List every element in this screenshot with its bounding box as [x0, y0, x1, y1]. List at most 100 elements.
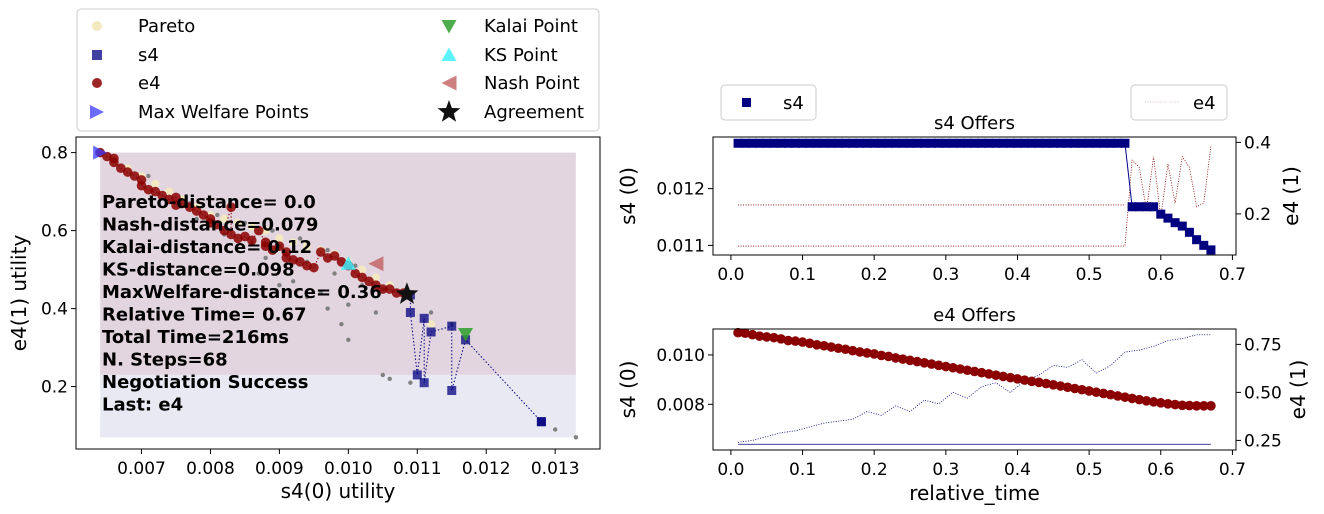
- e4-offer-marker: [1155, 398, 1166, 408]
- x-tick-label: 0.2: [861, 265, 888, 285]
- e4-offer-marker: [1184, 400, 1195, 411]
- s4-offer-point: [447, 321, 457, 331]
- e4-offer-point: [212, 219, 223, 230]
- x-tick-label: 0.2: [861, 460, 888, 480]
- s4-offer-marker: [819, 138, 829, 148]
- outcome-point: [380, 372, 386, 378]
- outcome-point: [242, 220, 248, 225]
- s4-offer-marker: [1055, 138, 1065, 148]
- stat-line: MaxWelfare-distance= 0.36: [102, 282, 382, 303]
- stat-line: Total Time=216ms: [102, 327, 289, 348]
- s4-offer-marker: [912, 138, 922, 148]
- e4-offer-marker: [812, 340, 822, 350]
- e4-offer-marker: [984, 369, 994, 379]
- e4-offer-marker: [1041, 378, 1051, 389]
- x-tick-label: 0.4: [1004, 460, 1031, 480]
- e4-offer-marker: [1105, 389, 1116, 400]
- e4-offer-marker: [862, 348, 872, 358]
- stat-line: KS-distance=0.098: [102, 260, 295, 281]
- s4-offer-marker: [1170, 218, 1180, 228]
- outcome-point: [297, 236, 303, 241]
- stat-line: Negotiation Success: [102, 372, 308, 393]
- s4-offer-line: [738, 334, 1211, 443]
- outcome-point: [270, 228, 275, 233]
- e4-offer-marker: [869, 349, 879, 359]
- e4-offer-marker: [998, 371, 1008, 382]
- y-axis-label: e4(1) utility: [7, 235, 31, 352]
- s4-offer-marker: [1120, 138, 1130, 148]
- s4-offer-marker: [955, 138, 965, 148]
- s4-offer-marker: [1084, 138, 1094, 148]
- s4-offer-marker: [1020, 138, 1030, 148]
- kalai-point: [458, 327, 474, 342]
- s4-offer-marker: [948, 138, 958, 148]
- s4-offer-point: [419, 378, 429, 388]
- outcome-point: [146, 173, 151, 179]
- e4-offer-marker: [976, 367, 987, 378]
- legend-marker-pareto: [92, 21, 102, 31]
- pareto-point: [302, 242, 311, 251]
- s4-offer-marker: [841, 138, 851, 148]
- e4-offer-marker: [919, 358, 930, 368]
- x-tick-label: 0.010: [324, 459, 373, 479]
- legend-box: [76, 8, 600, 132]
- legend-label: e4: [1193, 93, 1216, 114]
- x-tick-label: 0.011: [393, 459, 442, 479]
- s4-offer-marker: [1005, 138, 1015, 148]
- s4-offer-marker: [905, 138, 915, 148]
- s4-offer-marker: [934, 138, 944, 148]
- outcome-point: [339, 322, 344, 327]
- pareto-point: [220, 214, 229, 223]
- x-tick-label: 0.012: [462, 459, 511, 479]
- e4-offer-marker: [890, 353, 901, 363]
- e4-offer-marker: [1098, 388, 1109, 399]
- s4-offer-marker: [1091, 138, 1101, 148]
- x-tick-label: 0.008: [186, 459, 235, 479]
- y-right-tick-label: 0.75: [1244, 335, 1282, 355]
- s4-offer-marker: [1048, 138, 1058, 148]
- x-tick-label: 0.1: [789, 265, 816, 285]
- outcome-point: [325, 306, 330, 311]
- e4-offer-point: [274, 241, 285, 251]
- x-tick-label: 0.1: [789, 460, 816, 480]
- pareto-point: [371, 273, 380, 282]
- e4-offer-marker: [733, 327, 743, 338]
- y-tick-label: 0.6: [41, 222, 68, 242]
- s4-offer-marker: [826, 138, 836, 148]
- legend-marker-agreement: [437, 100, 461, 122]
- stat-line: Kalai-distance= 0.12: [102, 237, 312, 258]
- legend-label: Pareto: [138, 16, 195, 37]
- s4-offer-marker: [991, 138, 1001, 148]
- e4-offer-point: [253, 225, 264, 236]
- legend-marker-welfare: [90, 105, 104, 119]
- s4-offer-marker: [740, 138, 750, 148]
- y-axis-label: s4 (0): [616, 361, 640, 419]
- s4-offer-marker: [1027, 138, 1037, 148]
- pareto-point: [427, 320, 436, 329]
- legend-marker-kalai: [441, 20, 457, 34]
- e4-offer-marker: [804, 338, 815, 349]
- s4-offer-point: [426, 327, 436, 337]
- x-tick-label: 0.009: [255, 459, 304, 479]
- s4-offer-marker: [776, 138, 786, 148]
- pareto-point: [289, 238, 298, 247]
- e4-offer-marker: [876, 350, 887, 361]
- e4-offer-marker: [883, 351, 894, 362]
- s4-offer-marker: [1163, 213, 1173, 223]
- s4-offer-marker: [812, 138, 822, 148]
- s4-offer-marker: [927, 138, 937, 148]
- s4-offer-marker: [962, 138, 972, 148]
- e4-offer-marker: [1048, 380, 1059, 390]
- pareto-point: [358, 265, 367, 274]
- s4-offer-marker: [891, 138, 901, 148]
- e4-offer-marker: [941, 361, 951, 372]
- e4-offers-title: e4 Offers: [933, 305, 1016, 326]
- e4-offer-marker: [1191, 400, 1202, 411]
- e4-offer-marker: [1070, 383, 1080, 394]
- y-tick-label: 0.4: [41, 300, 68, 320]
- e4-offer-marker: [1120, 392, 1130, 402]
- s4-offer-marker: [1206, 245, 1216, 255]
- s4-offer-marker: [1134, 202, 1144, 212]
- e4-offer-point: [315, 247, 326, 257]
